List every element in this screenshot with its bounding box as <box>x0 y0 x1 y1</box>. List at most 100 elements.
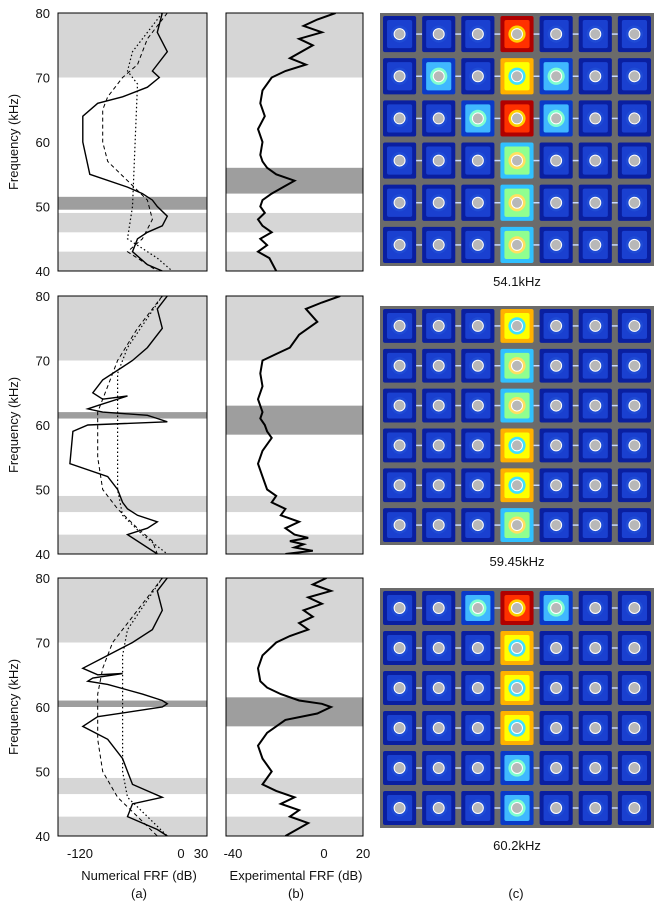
lattice-cell <box>578 142 618 179</box>
lattice-cell <box>500 388 540 423</box>
lattice-cell <box>422 348 462 383</box>
lattice-cell <box>422 631 462 665</box>
band-gap-light <box>226 251 363 271</box>
lattice-cell <box>500 142 540 179</box>
lattice-cell <box>617 468 651 503</box>
lattice-cell <box>617 309 651 343</box>
band-gap-light <box>226 777 363 795</box>
band-gap-light <box>226 578 363 643</box>
lattice-cell <box>383 591 423 625</box>
panel-frame <box>57 12 208 272</box>
y-tick-label: 50 <box>36 483 50 498</box>
lattice-cell <box>383 751 423 785</box>
panel-letter-a: (a) <box>131 886 147 901</box>
lattice-cell <box>500 348 540 383</box>
band-gap-dark <box>226 697 363 727</box>
x-tick-a-1: 0 <box>177 846 184 861</box>
mode-shape-panel-2 <box>380 306 654 545</box>
lattice-cell <box>539 711 579 745</box>
lattice-cell <box>578 309 618 343</box>
lattice-cell <box>617 348 651 383</box>
band-gap-light <box>58 296 207 361</box>
lattice-cell <box>617 184 651 221</box>
band-gap-light <box>58 534 207 554</box>
lattice-cell <box>578 100 618 137</box>
lattice-cell <box>617 791 651 825</box>
mode-shape-panel-1 <box>380 13 654 266</box>
y-tick-label: 60 <box>36 418 50 433</box>
lattice-cell <box>617 58 651 95</box>
lattice-cell <box>500 428 540 463</box>
frf-panel-a-row-1 <box>57 12 208 272</box>
lattice-cell <box>539 791 579 825</box>
lattice-cell <box>422 711 462 745</box>
y-tick-label: 70 <box>36 71 50 86</box>
lattice-cell <box>617 388 651 423</box>
lattice-cell <box>383 226 423 263</box>
lattice-cell <box>617 508 651 542</box>
lattice-cell <box>461 100 501 137</box>
lattice-cell <box>422 100 462 137</box>
lattice-cell <box>500 468 540 503</box>
lattice-cell <box>461 468 501 503</box>
y-tick-label: 40 <box>36 264 50 279</box>
lattice-cell <box>539 388 579 423</box>
lattice-cell <box>383 142 423 179</box>
frf-panels <box>57 12 364 837</box>
lattice-cell <box>500 751 540 785</box>
lattice-cell <box>539 591 579 625</box>
lattice-cell <box>383 348 423 383</box>
band-gap-light <box>226 212 363 233</box>
mode-frequency-caption: 60.2kHz <box>493 838 541 853</box>
lattice-cell <box>578 468 618 503</box>
lattice-cell <box>617 671 651 705</box>
lattice-cell <box>461 428 501 463</box>
y-tick-label: 70 <box>36 354 50 369</box>
series-line-solid <box>256 578 335 836</box>
series-line-dashed <box>97 296 163 554</box>
panel-letter-b: (b) <box>288 886 304 901</box>
mode-frequency-caption: 59.45kHz <box>490 554 545 569</box>
band-gap-light <box>226 534 363 554</box>
band-gap-light <box>226 495 363 513</box>
y-tick-label: 70 <box>36 636 50 651</box>
lattice-cell <box>383 468 423 503</box>
y-tick-label: 60 <box>36 135 50 150</box>
x-tick-b-1: 0 <box>320 846 327 861</box>
panel-frame <box>225 12 364 272</box>
frf-panel-b-row-2 <box>225 295 364 555</box>
series-line-solid <box>69 296 168 554</box>
lattice-cell <box>500 591 540 625</box>
mode-shape-panels: 54.1kHz 59.45kHz 60.2kHz <box>380 13 654 853</box>
y-tick-label: 50 <box>36 200 50 215</box>
lattice-cell <box>617 751 651 785</box>
lattice-cell <box>539 631 579 665</box>
lattice-cell <box>500 226 540 263</box>
y-tick-label: 80 <box>36 6 50 21</box>
band-gap-light <box>226 13 363 78</box>
frf-panel-b-row-3 <box>225 577 364 837</box>
lattice-cell <box>617 142 651 179</box>
lattice-cell <box>461 184 501 221</box>
lattice-cell <box>383 388 423 423</box>
y-tick-label: 60 <box>36 700 50 715</box>
lattice-cell <box>383 58 423 95</box>
lattice-background <box>380 588 654 828</box>
xlabel-b: Experimental FRF (dB) <box>230 868 363 883</box>
lattice-cell <box>461 309 501 343</box>
lattice-cell <box>578 751 618 785</box>
y-axis-label: Frequency (kHz) <box>6 659 21 755</box>
lattice-cell <box>539 309 579 343</box>
series-line-dotted <box>126 13 173 271</box>
series-line-dashed <box>97 578 163 836</box>
lattice-cell <box>422 184 462 221</box>
lattice-cell <box>422 428 462 463</box>
lattice-cell <box>539 142 579 179</box>
lattice-cell <box>617 16 651 53</box>
lattice-cell <box>578 388 618 423</box>
lattice-cell <box>578 508 618 542</box>
band-gap-light <box>58 578 207 643</box>
lattice-cell <box>500 671 540 705</box>
x-tick-b-2: 20 <box>356 846 370 861</box>
